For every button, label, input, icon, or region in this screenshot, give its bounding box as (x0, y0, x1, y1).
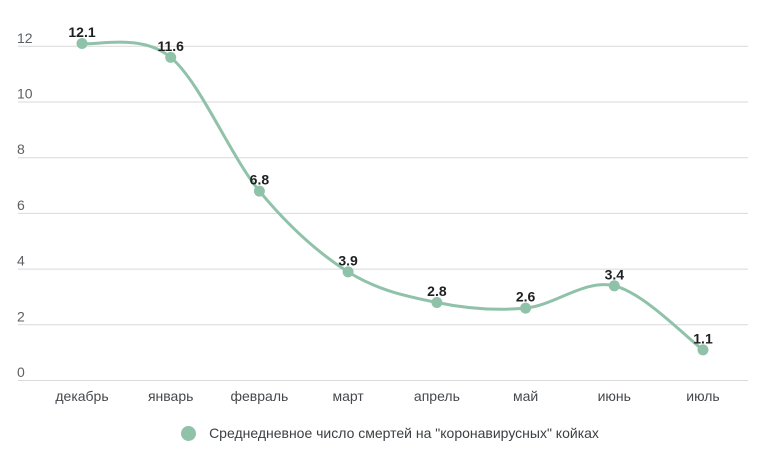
data-point (520, 302, 532, 314)
x-axis-tick-label: июль (686, 388, 719, 404)
y-axis-tick-label: 12 (17, 30, 33, 46)
x-axis-tick-label: февраль (231, 388, 289, 404)
y-axis-tick-label: 6 (17, 197, 25, 213)
data-point-label: 3.4 (605, 266, 625, 282)
data-point-label: 1.1 (693, 330, 713, 346)
x-axis-tick-label: май (513, 388, 538, 404)
y-axis-tick-label: 4 (17, 253, 25, 269)
x-axis-tick-label: январь (148, 388, 193, 404)
data-point (608, 280, 620, 292)
data-point-label: 2.8 (427, 283, 447, 299)
data-point (76, 38, 88, 49)
data-point (253, 185, 265, 197)
y-axis-tick-label: 8 (17, 141, 25, 157)
x-axis-tick-label: декабрь (55, 388, 108, 404)
data-point-label: 12.1 (68, 24, 95, 40)
data-point-label: 11.6 (157, 38, 184, 54)
data-point-label: 2.6 (516, 289, 536, 305)
data-point (431, 297, 443, 308)
y-axis-tick-label: 0 (17, 364, 25, 380)
legend-marker-circle (181, 425, 197, 441)
x-axis-tick-label: апрель (414, 388, 460, 404)
data-point (342, 266, 354, 278)
data-point (165, 51, 177, 63)
x-axis-tick-label: июнь (598, 388, 631, 404)
series-line (80, 40, 705, 352)
chart-legend: Среднедневное число смертей на "коронави… (0, 424, 780, 442)
data-point-label: 6.8 (250, 172, 270, 188)
line-chart-canvas: 0 2 4 6 8 10 12 декабрь январь февраль март апрель м… (17, 24, 748, 404)
y-axis-tick-label: 2 (17, 308, 25, 324)
y-axis-tick-label: 10 (17, 86, 33, 102)
legend-series-label: Среднедневное число смертей на "коронави… (209, 425, 599, 441)
x-axis-tick-label: март (332, 388, 364, 404)
data-point-label: 3.9 (338, 252, 358, 268)
data-point (697, 344, 709, 356)
